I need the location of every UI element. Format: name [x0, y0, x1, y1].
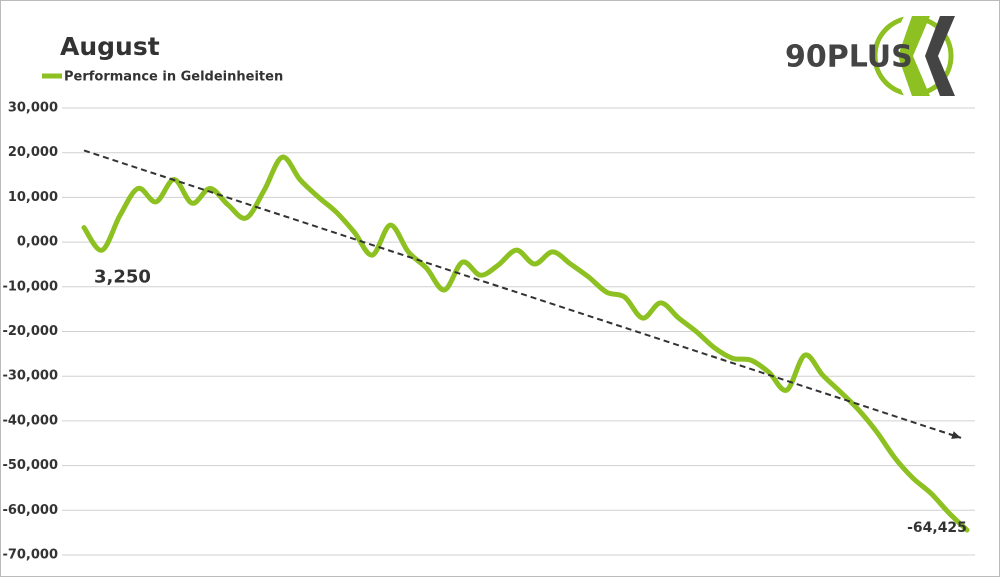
trend-arrow [951, 431, 961, 439]
trend-line [83, 149, 962, 439]
y-tick-label: -60,000 [2, 503, 58, 518]
y-tick-label: -50,000 [2, 458, 58, 473]
logo: 90PLUS [785, 14, 955, 98]
logo-x [925, 16, 955, 96]
y-tick-label: 10,000 [8, 190, 58, 205]
y-tick-label: -70,000 [2, 548, 58, 563]
logo-text: 90PLUS [785, 40, 913, 75]
legend-label: Performance in Geldeinheiten [64, 70, 283, 85]
y-tick-label: -20,000 [2, 324, 58, 339]
chart-title: August [60, 32, 160, 61]
y-tick-label: 0,000 [17, 235, 58, 250]
line [81, 154, 970, 533]
y-tick-label: -30,000 [2, 369, 58, 384]
y-tick-label: -10,000 [2, 279, 58, 294]
y-tick-label: 20,000 [8, 145, 58, 160]
logo-x [898, 16, 930, 96]
data-label: -64,425 [907, 520, 967, 536]
y-tick-label: 30,000 [8, 101, 58, 116]
data-label: 3,250 [94, 267, 151, 288]
y-tick-label: -40,000 [2, 413, 58, 428]
